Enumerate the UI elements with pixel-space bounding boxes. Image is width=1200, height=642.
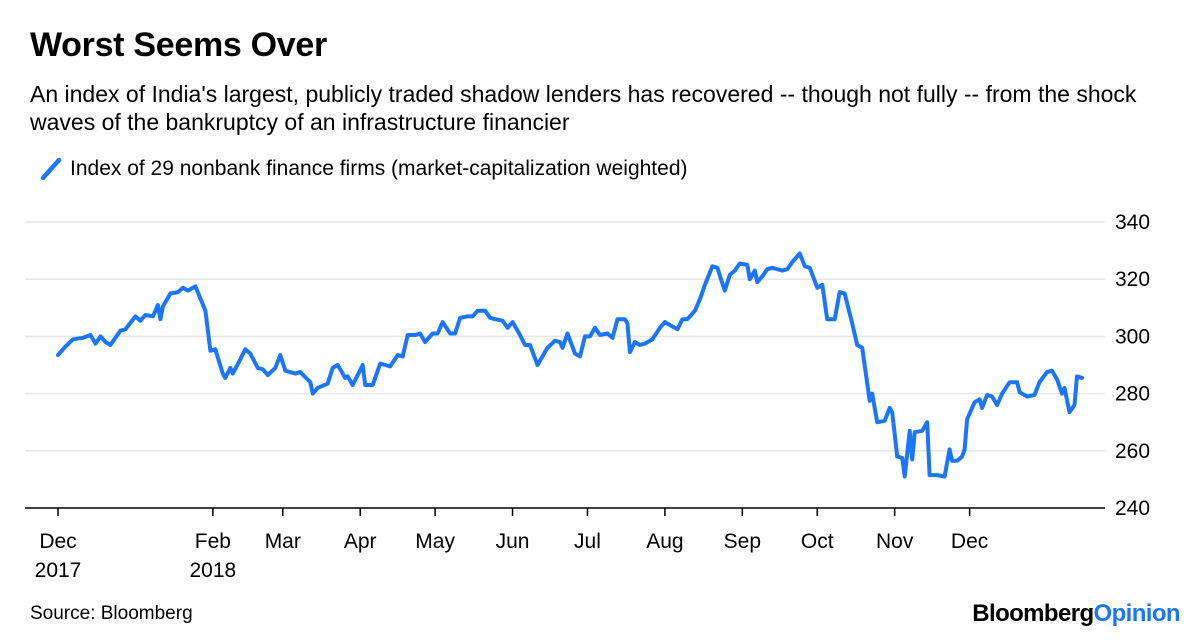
x-tick-label-8: Sep: [724, 530, 761, 553]
brand-logo: BloombergOpinion: [972, 600, 1180, 628]
gridlines: [25, 221, 1105, 452]
chart-title: Worst Seems Over: [30, 26, 327, 64]
line-chart: 240 260 280 300 320 340 Dec 2017 Feb 2018 Mar Apr M…: [25, 211, 1150, 582]
x-tick-label-2: Mar: [265, 530, 301, 553]
y-tick-label-320: 320: [1115, 268, 1150, 291]
x-tick-label-5: Jun: [496, 530, 530, 553]
x-tick-label-1: Feb: [195, 530, 231, 553]
chart-subtitle: An index of India's largest, publicly tr…: [30, 81, 1137, 135]
y-tick-label-340: 340: [1115, 211, 1150, 234]
y-axis-labels: 240 260 280 300 320 340: [1115, 211, 1150, 520]
x-tick-label-11: Dec: [951, 530, 988, 553]
x-tick-year-label-0: 2017: [35, 559, 82, 582]
x-tick-label-4: May: [415, 530, 455, 553]
x-tick-label-7: Aug: [646, 530, 683, 553]
series-line: [56, 251, 1084, 479]
legend-label: Index of 29 nonbank finance firms (marke…: [70, 157, 688, 180]
x-tick-year-label-1: 2018: [189, 559, 236, 582]
x-tick-label-3: Apr: [344, 530, 377, 553]
y-tick-label-240: 240: [1115, 497, 1150, 520]
y-tick-label-300: 300: [1115, 325, 1150, 348]
brand-logo-part1: Bloomberg: [972, 600, 1094, 627]
x-tick-label-10: Nov: [876, 530, 914, 553]
brand-logo-part2: Opinion: [1093, 600, 1181, 627]
source-note: Source: Bloomberg: [30, 603, 193, 624]
chart-legend: Index of 29 nonbank finance firms (marke…: [40, 155, 688, 183]
y-tick-label-260: 260: [1115, 440, 1150, 463]
x-axis-ticks: Dec 2017 Feb 2018 Mar Apr May Jun Jul Aug Sep Oct No…: [35, 508, 988, 582]
x-tick-label-0: Dec: [39, 530, 76, 553]
x-tick-label-6: Jul: [574, 530, 601, 553]
y-tick-label-280: 280: [1115, 383, 1150, 406]
legend-line-swatch-icon: [40, 157, 62, 181]
x-tick-label-9: Oct: [801, 530, 834, 553]
